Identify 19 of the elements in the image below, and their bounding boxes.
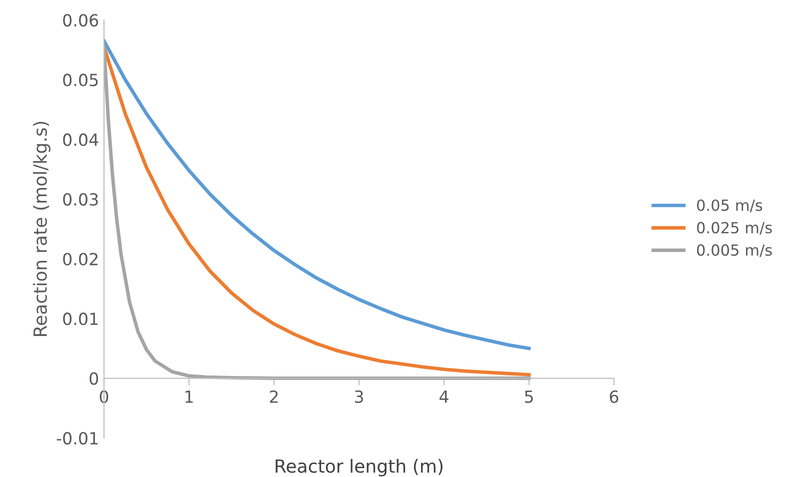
- y-axis-title: Reaction rate (mol/kg.s): [32, 122, 50, 336]
- x-tick-label: 2: [270, 390, 278, 403]
- y-tick-label: 0.04: [63, 133, 98, 146]
- y-tick-label: 0.03: [63, 193, 98, 206]
- legend-label: 0.005 m/s: [697, 244, 772, 258]
- x-tick-label: 6: [610, 390, 618, 403]
- x-axis-title: Reactor length (m): [276, 458, 442, 476]
- y-tick-label: 0.05: [63, 74, 98, 86]
- x-tick-label: 4: [440, 390, 448, 403]
- x-tick-label: 3: [354, 390, 363, 403]
- legend-label: 0.025 m/s: [697, 222, 772, 235]
- legend-label: 0.05 m/s: [697, 199, 762, 212]
- x-tick-label: 5: [524, 390, 533, 403]
- y-tick-label: 0.02: [63, 252, 98, 266]
- y-tick-label: 0.01: [63, 312, 98, 326]
- y-tick-label: 0: [90, 372, 98, 385]
- y-tick-label: -0.01: [56, 432, 98, 445]
- y-tick-label: 0.06: [63, 14, 98, 27]
- x-tick-label: 1: [186, 390, 193, 403]
